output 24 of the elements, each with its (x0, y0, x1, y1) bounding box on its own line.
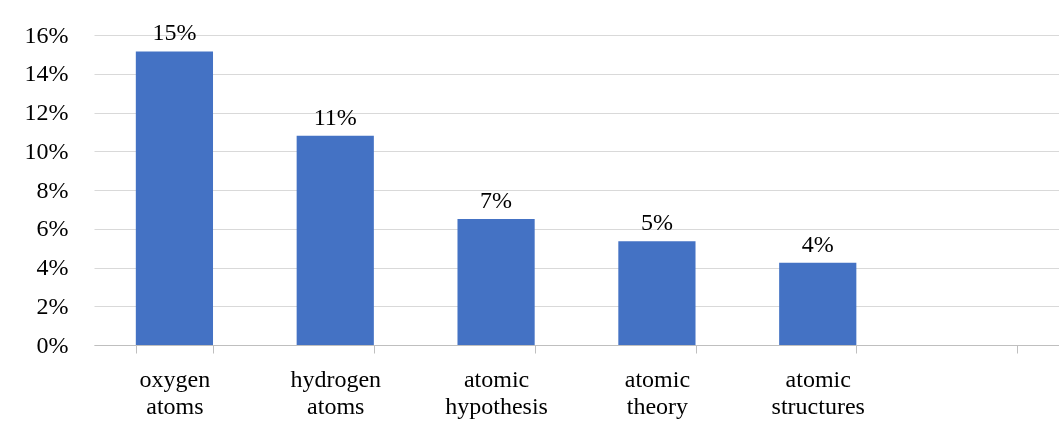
bar (779, 262, 857, 345)
data-label: 7% (480, 187, 513, 214)
y-tick-label: 16% (24, 21, 69, 48)
y-tick-label: 2% (36, 292, 69, 319)
x-tick-label: atomic hypothesis (445, 365, 548, 419)
data-label: 11% (313, 103, 357, 130)
y-tick-label: 14% (24, 60, 69, 87)
y-tick-label: 8% (36, 176, 69, 203)
y-tick-label: 10% (24, 137, 69, 164)
bar (296, 135, 374, 345)
x-tick-label: atomic structures (771, 365, 865, 419)
data-label: 15% (152, 19, 197, 46)
x-tick-label: oxygen atoms (139, 365, 211, 419)
data-label: 5% (640, 209, 673, 236)
y-tick-label: 4% (36, 254, 69, 280)
bar (135, 51, 214, 345)
bar (618, 241, 696, 345)
y-tick-label: 0% (36, 331, 69, 358)
x-tick-label: atomic theory (624, 365, 691, 419)
y-tick-label: 12% (24, 99, 69, 125)
data-label: 4% (801, 230, 834, 257)
x-tick-label: hydrogen atoms (290, 365, 382, 419)
y-tick-label: 6% (36, 215, 69, 242)
bar (457, 219, 535, 345)
